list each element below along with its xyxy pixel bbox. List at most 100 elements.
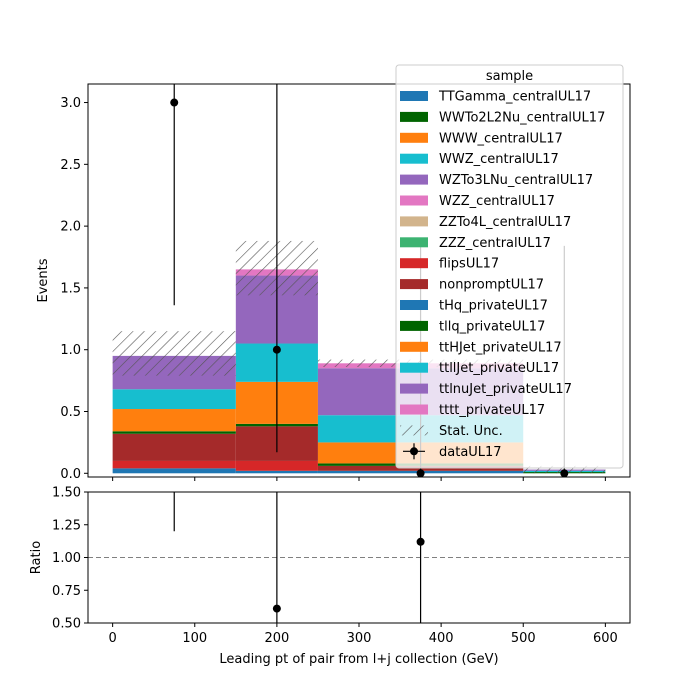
- x-axis-label: Leading pt of pair from l+j collection (…: [219, 652, 498, 667]
- legend-swatch: [400, 425, 428, 436]
- y-tick-label: 0.5: [60, 405, 81, 420]
- legend-swatch: [400, 195, 428, 206]
- legend-label: WWW_centralUL17: [439, 131, 563, 146]
- legend-item: WZZ_centralUL17: [400, 194, 555, 209]
- legend-swatch: [400, 216, 428, 227]
- legend-label: dataUL17: [439, 445, 502, 460]
- legend-label: ZZTo4L_centralUL17: [439, 215, 571, 230]
- legend-swatch: [400, 320, 428, 331]
- legend-item: dataUL17: [403, 443, 502, 460]
- x-tick-label: 600: [593, 631, 618, 646]
- legend-item: ZZZ_centralUL17: [400, 236, 551, 251]
- legend-swatch: [400, 341, 428, 352]
- bar-nonpromptUL17-bin-0: [112, 433, 236, 461]
- legend-label: TTGamma_centralUL17: [438, 90, 591, 105]
- bar-ttllJet_privateUL17-bin-0: [112, 389, 236, 410]
- ratio-points: [173, 492, 425, 623]
- legend-swatch: [400, 258, 428, 269]
- legend-item: tHq_privateUL17: [400, 299, 548, 314]
- legend-swatch: [400, 91, 428, 101]
- legend-label: ttHJet_privateUL17: [439, 340, 562, 355]
- bar-TTGamma_centralUL17-bin-1: [235, 470, 318, 474]
- main-y-ticks: 0.0 0.5 1.0 1.5 2.0 2.5 3.0: [60, 96, 88, 482]
- legend-item: tttt_privateUL17: [400, 403, 545, 418]
- legend-item: nonpromptUL17: [400, 278, 544, 293]
- x-tick-label: 400: [429, 631, 454, 646]
- legend: sample TTGamma_centralUL17 WWTo2L2Nu_cent…: [395, 64, 624, 469]
- x-tick-label: 300: [347, 631, 372, 646]
- bar-flipsUL17-bin-0: [112, 460, 236, 469]
- ratio-x-ticks: 0 100 200 300 400 500 600: [108, 623, 618, 646]
- legend-swatch: [400, 362, 428, 373]
- legend-swatch: [400, 132, 428, 143]
- legend-label: WZZ_centralUL17: [439, 194, 555, 209]
- data-point: [272, 345, 281, 354]
- ratio-y-ticks: 0.50 0.75 1.00 1.25 1.50: [52, 486, 88, 632]
- bar-TTGamma_centralUL17-bin-0: [112, 468, 236, 474]
- ratio-point: [416, 537, 425, 546]
- legend-label: Stat. Unc.: [439, 424, 503, 439]
- legend-label: ttllJet_privateUL17: [439, 361, 559, 376]
- legend-swatch: [400, 404, 428, 415]
- legend-label: flipsUL17: [439, 257, 499, 272]
- ratio-point: [272, 604, 281, 613]
- legend-swatch: [400, 383, 428, 394]
- legend-item: WWTo2L2Nu_centralUL17: [400, 110, 605, 125]
- legend-item: ttllJet_privateUL17: [400, 361, 559, 376]
- legend-swatch: [400, 300, 428, 310]
- data-point: [560, 469, 569, 477]
- legend-item: WWW_centralUL17: [400, 131, 563, 146]
- ratio-y-tick-label: 1.50: [52, 486, 81, 501]
- legend-label: WWZ_centralUL17: [439, 152, 559, 167]
- legend-item: tllq_privateUL17: [400, 319, 545, 334]
- y-tick-label: 2.5: [60, 158, 81, 173]
- legend-item: ttlnuJet_privateUL17: [400, 382, 572, 397]
- y-tick-label: 1.0: [60, 343, 81, 358]
- y-tick-label: 3.0: [60, 96, 81, 111]
- legend-item: ttHJet_privateUL17: [400, 340, 562, 355]
- ratio-panel: 0.50 0.75 1.00 1.25 1.50 0 100 200 300 400 500 600…: [29, 486, 631, 667]
- legend-title: sample: [486, 69, 533, 84]
- main-y-axis-label: Events: [36, 258, 51, 302]
- legend-item: ZZTo4L_centralUL17: [400, 215, 571, 230]
- ratio-y-axis-label: Ratio: [29, 541, 44, 574]
- bar-flipsUL17-bin-1: [235, 460, 318, 471]
- x-tick-label: 0: [108, 631, 116, 646]
- ratio-y-tick-label: 0.75: [52, 584, 81, 599]
- legend-box: [395, 64, 624, 469]
- legend-marker: [410, 447, 418, 456]
- legend-swatch: [400, 111, 428, 122]
- data-point: [170, 98, 179, 107]
- legend-items: TTGamma_centralUL17 WWTo2L2Nu_centralUL17…: [400, 90, 605, 460]
- legend-label: ttlnuJet_privateUL17: [439, 382, 572, 397]
- stat-unc-bin-0: [112, 331, 236, 376]
- ratio-y-tick-label: 1.25: [52, 518, 81, 533]
- legend-label: tHq_privateUL17: [439, 299, 548, 314]
- legend-item: WWZ_centralUL17: [400, 152, 559, 167]
- bar-tllq_privateUL17-bin-0: [112, 431, 236, 434]
- x-tick-label: 100: [182, 631, 207, 646]
- y-tick-label: 0.0: [60, 467, 81, 482]
- legend-swatch: [400, 174, 428, 185]
- legend-label: WZTo3LNu_centralUL17: [439, 173, 593, 188]
- ratio-y-tick-label: 0.50: [52, 617, 81, 632]
- ratio-y-tick-label: 1.00: [52, 551, 81, 566]
- data-point: [416, 469, 425, 477]
- legend-label: tttt_privateUL17: [439, 403, 545, 418]
- y-tick-label: 2.0: [60, 220, 81, 235]
- main-x-ticks: [112, 477, 606, 481]
- legend-item: flipsUL17: [400, 257, 499, 272]
- legend-label: WWTo2L2Nu_centralUL17: [439, 110, 605, 125]
- legend-label: ZZZ_centralUL17: [439, 236, 551, 251]
- legend-item: WZTo3LNu_centralUL17: [400, 173, 593, 188]
- legend-item: TTGamma_centralUL17: [400, 90, 591, 105]
- bar-ttHJet_privateUL17-bin-0: [112, 409, 236, 432]
- legend-swatch: [400, 153, 428, 164]
- x-tick-label: 500: [511, 631, 536, 646]
- legend-label: tllq_privateUL17: [439, 319, 545, 334]
- legend-label: nonpromptUL17: [439, 278, 544, 293]
- legend-swatch: [400, 279, 428, 290]
- x-tick-label: 200: [264, 631, 289, 646]
- legend-swatch: [400, 237, 428, 248]
